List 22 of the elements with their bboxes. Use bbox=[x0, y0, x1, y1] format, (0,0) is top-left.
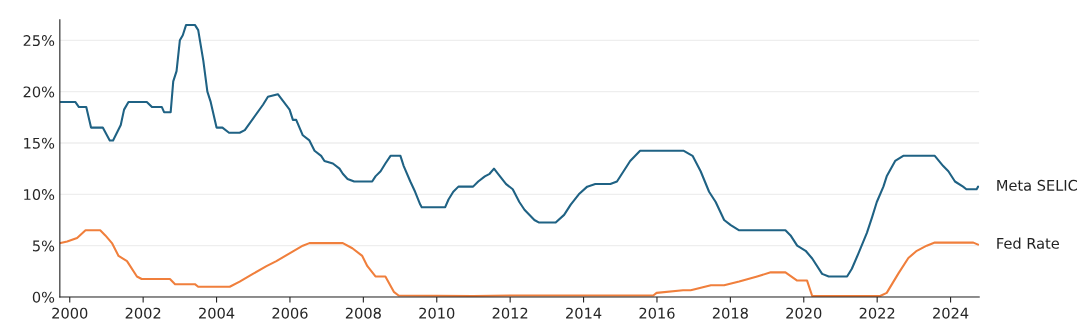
x-tick-label: 2018 bbox=[712, 307, 748, 319]
series-label: Meta SELIC bbox=[997, 179, 1077, 191]
y-tick-label: 25% bbox=[23, 35, 55, 47]
x-tick-label: 2016 bbox=[639, 307, 675, 319]
x-tick-label: 2008 bbox=[345, 307, 381, 319]
y-tick-label: 15% bbox=[24, 137, 55, 149]
x-tick-label: 2014 bbox=[566, 307, 602, 319]
x-tick-label: 2010 bbox=[419, 307, 455, 319]
x-tick-label: 2024 bbox=[933, 307, 969, 319]
x-tick-label: 2020 bbox=[786, 307, 822, 319]
y-tick-label: 20% bbox=[23, 86, 55, 98]
x-tick-label: 2000 bbox=[52, 307, 88, 319]
y-tick-label: 5% bbox=[32, 240, 55, 252]
x-tick-label: 2004 bbox=[199, 307, 235, 319]
series-label: Fed Rate bbox=[997, 237, 1059, 249]
x-tick-label: 2002 bbox=[125, 307, 161, 319]
y-tick-label: 0% bbox=[32, 291, 55, 303]
x-tick-label: 2022 bbox=[859, 307, 895, 319]
y-tick-label: 10% bbox=[24, 189, 55, 201]
x-tick-label: 2006 bbox=[272, 307, 308, 319]
line-series bbox=[59, 23, 980, 278]
x-tick-label: 2012 bbox=[492, 307, 528, 319]
